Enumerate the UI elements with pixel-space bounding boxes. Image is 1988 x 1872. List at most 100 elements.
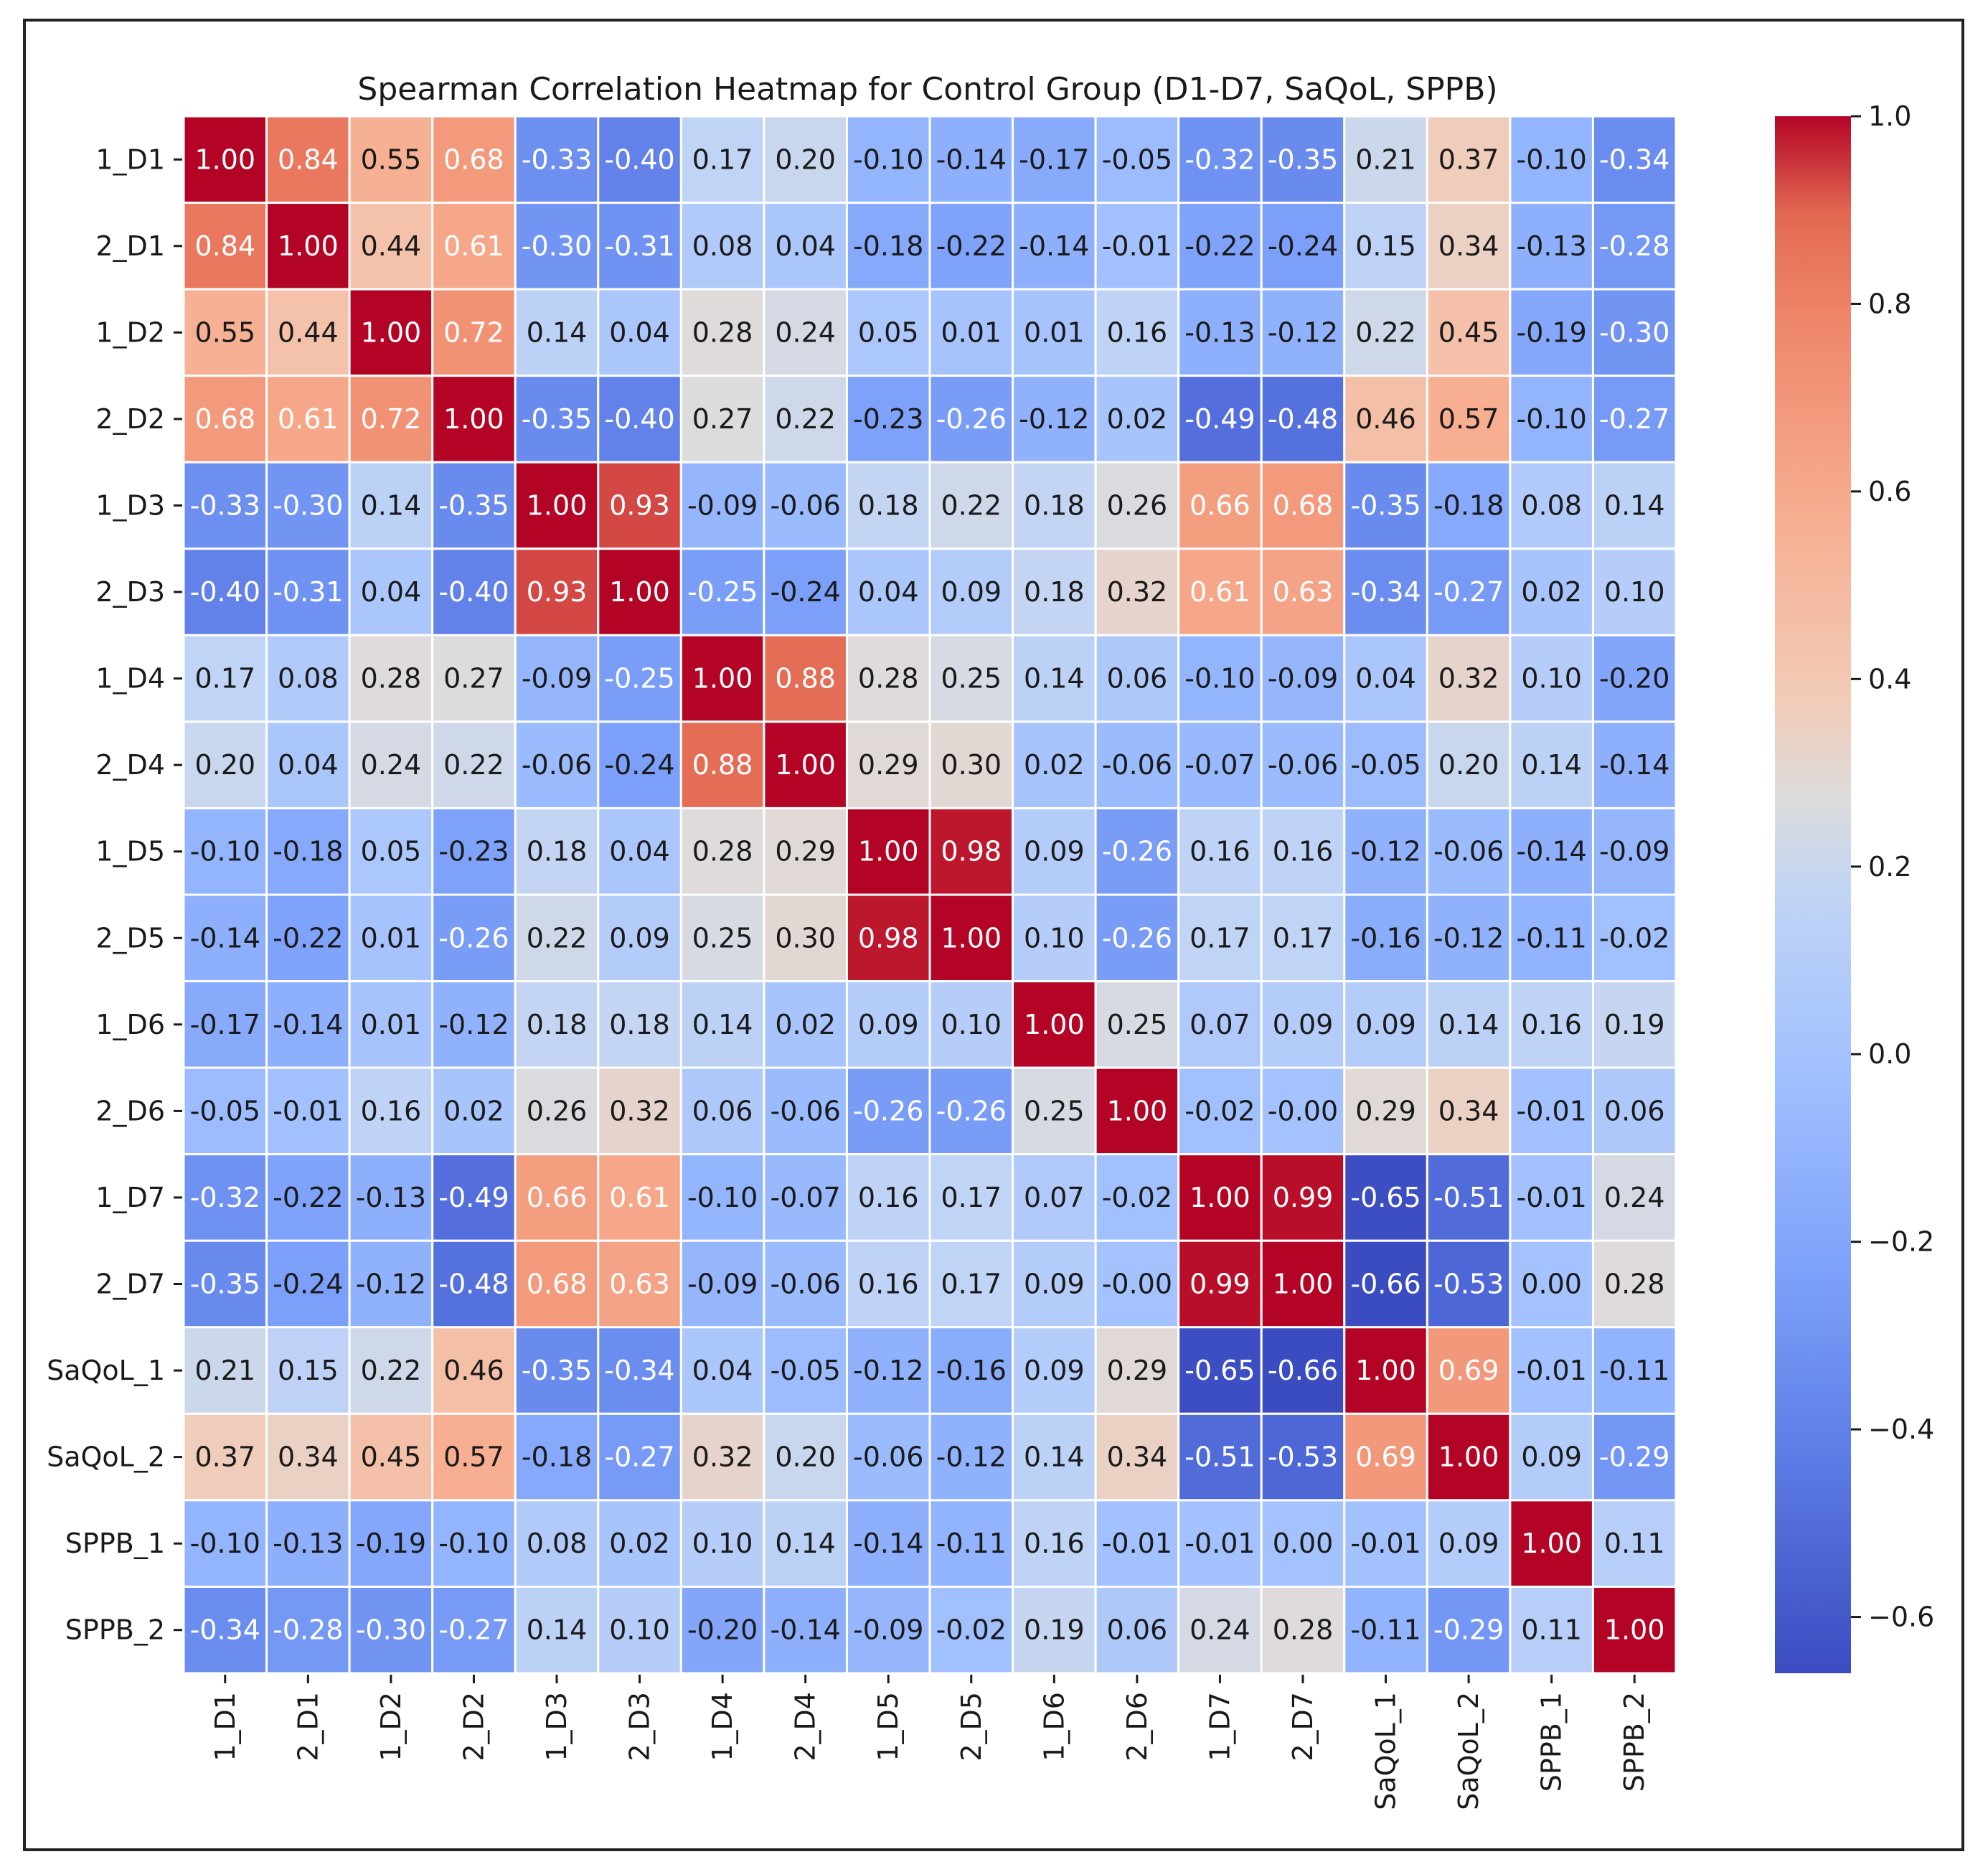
heatmap-cell	[1343, 893, 1428, 983]
heatmap-cell	[1343, 720, 1428, 809]
cell-value-label: -0.17	[190, 1009, 260, 1040]
heatmap-cell	[1426, 1326, 1512, 1415]
cell-value-label: 0.04	[1355, 663, 1416, 695]
cell-value-label: -0.24	[771, 576, 841, 608]
heatmap-cell	[679, 720, 765, 809]
heatmap-cell	[679, 1326, 765, 1415]
cell-value-label: -0.49	[438, 1182, 509, 1213]
cell-value-label: 0.10	[609, 1614, 670, 1646]
heatmap-cell	[1094, 1153, 1180, 1242]
heatmap-cell	[1343, 1585, 1428, 1675]
cell-value-label: -0.06	[853, 1441, 923, 1473]
heatmap-cell	[1343, 1239, 1428, 1329]
cell-value-label: 1.00	[278, 230, 339, 262]
heatmap-cell	[1591, 375, 1677, 464]
column-tick-label: 2_D7	[1287, 1692, 1319, 1762]
heatmap-cell	[514, 547, 600, 636]
cell-value-label: 0.24	[1189, 1614, 1250, 1646]
heatmap-cell	[928, 634, 1014, 723]
heatmap-cell	[1343, 115, 1428, 204]
heatmap-cell	[348, 1066, 434, 1156]
cell-value-label: 0.57	[1438, 403, 1499, 435]
cell-value-label: -0.12	[1350, 836, 1421, 867]
cell-value-label: 0.68	[527, 1269, 588, 1300]
cell-value-label: -0.13	[356, 1182, 426, 1213]
cell-value-label: -0.01	[273, 1095, 343, 1127]
cell-value-label: 0.01	[1024, 316, 1085, 348]
cell-value-label: 0.99	[1189, 1269, 1250, 1300]
cell-value-label: 0.17	[941, 1269, 1002, 1300]
heatmap-cell	[1260, 1499, 1346, 1588]
cell-value-label: -0.17	[1019, 144, 1089, 175]
heatmap-cell	[1591, 893, 1677, 983]
cell-value-label: -0.40	[190, 576, 260, 608]
heatmap-cell	[348, 1326, 434, 1415]
colorbar-tick-label: 1.0	[1868, 100, 1911, 132]
cell-value-label: 0.21	[1355, 144, 1416, 175]
heatmap-cell	[1509, 375, 1594, 464]
cell-value-label: -0.00	[1268, 1095, 1338, 1127]
cell-value-label: 0.28	[692, 836, 753, 867]
cell-value-label: 0.18	[527, 836, 588, 867]
row-tick-label: SPPB_1	[65, 1528, 165, 1559]
cell-value-label: 0.88	[692, 749, 753, 781]
heatmap-cell	[1177, 1066, 1263, 1156]
heatmap-cell	[679, 1066, 765, 1156]
heatmap-cell	[1177, 893, 1263, 983]
colorbar-tick-label: −0.2	[1868, 1226, 1934, 1258]
heatmap-cell	[182, 375, 268, 464]
cell-value-label: -0.11	[1517, 922, 1587, 954]
heatmap-cell	[1012, 1153, 1097, 1242]
heatmap-cell	[1591, 1239, 1677, 1329]
cell-value-label: 0.32	[1438, 663, 1499, 695]
heatmap-cell	[1094, 1066, 1180, 1156]
cell-value-label: 0.27	[443, 663, 504, 695]
cell-value-label: 0.08	[692, 230, 753, 262]
cell-value-label: 0.02	[1107, 403, 1168, 435]
cell-value-label: -0.18	[273, 836, 343, 867]
heatmap-cell	[1509, 1066, 1594, 1156]
cell-value-label: 0.28	[361, 663, 422, 695]
cell-value-label: -0.40	[604, 403, 674, 435]
cell-value-label: -0.33	[522, 144, 592, 175]
cell-value-label: -0.09	[687, 1269, 758, 1300]
cell-value-label: 0.10	[1024, 922, 1085, 954]
cell-value-label: -0.27	[604, 1441, 674, 1473]
cell-value-label: 0.17	[941, 1182, 1002, 1213]
cell-value-label: 1.00	[1107, 1095, 1168, 1127]
heatmap-cell	[1094, 547, 1180, 636]
cell-value-label: 0.32	[609, 1095, 670, 1127]
heatmap-cell	[1094, 806, 1180, 896]
heatmap-cell	[431, 1153, 517, 1242]
cell-value-label: 1.00	[527, 490, 588, 522]
colorbar-tick-label: −0.4	[1868, 1414, 1934, 1445]
cell-value-label: 0.09	[1273, 1009, 1334, 1040]
cell-value-label: 0.26	[1107, 490, 1168, 522]
column-tick-label: 2_D4	[790, 1692, 821, 1762]
heatmap-cells: 1.00 0.84 0.55 0.68 -0.33 -0.40 0.17 0.20 -0.10-…	[182, 115, 1677, 1675]
cell-value-label: 0.69	[1355, 1441, 1416, 1473]
cell-value-label: 0.21	[194, 1355, 255, 1386]
cell-value-label: 1.00	[361, 316, 422, 348]
cell-value-label: 0.22	[443, 749, 504, 781]
cell-value-label: -0.09	[687, 490, 758, 522]
cell-value-label: -0.22	[273, 1182, 343, 1213]
row-tick-label: SaQoL_2	[47, 1441, 165, 1473]
cell-value-label: 0.19	[1024, 1614, 1085, 1646]
cell-value-label: -0.30	[273, 490, 343, 522]
cell-value-label: 0.06	[1107, 663, 1168, 695]
cell-value-label: -0.06	[771, 490, 841, 522]
heatmap-cell	[265, 202, 351, 291]
cell-value-label: -0.07	[771, 1182, 841, 1213]
heatmap-cell	[182, 115, 268, 204]
row-tick-label: 1_D1	[95, 144, 165, 175]
cell-value-label: 0.55	[361, 144, 422, 175]
cell-value-label: 0.14	[1438, 1009, 1499, 1040]
cell-value-label: 0.44	[361, 230, 422, 262]
cell-value-label: 0.72	[443, 316, 504, 348]
cell-value-label: 0.32	[1107, 576, 1168, 608]
heatmap-cell	[265, 720, 351, 809]
cell-value-label: -0.24	[273, 1269, 343, 1300]
cell-value-label: -0.10	[1517, 144, 1587, 175]
cell-value-label: -0.23	[438, 836, 509, 867]
